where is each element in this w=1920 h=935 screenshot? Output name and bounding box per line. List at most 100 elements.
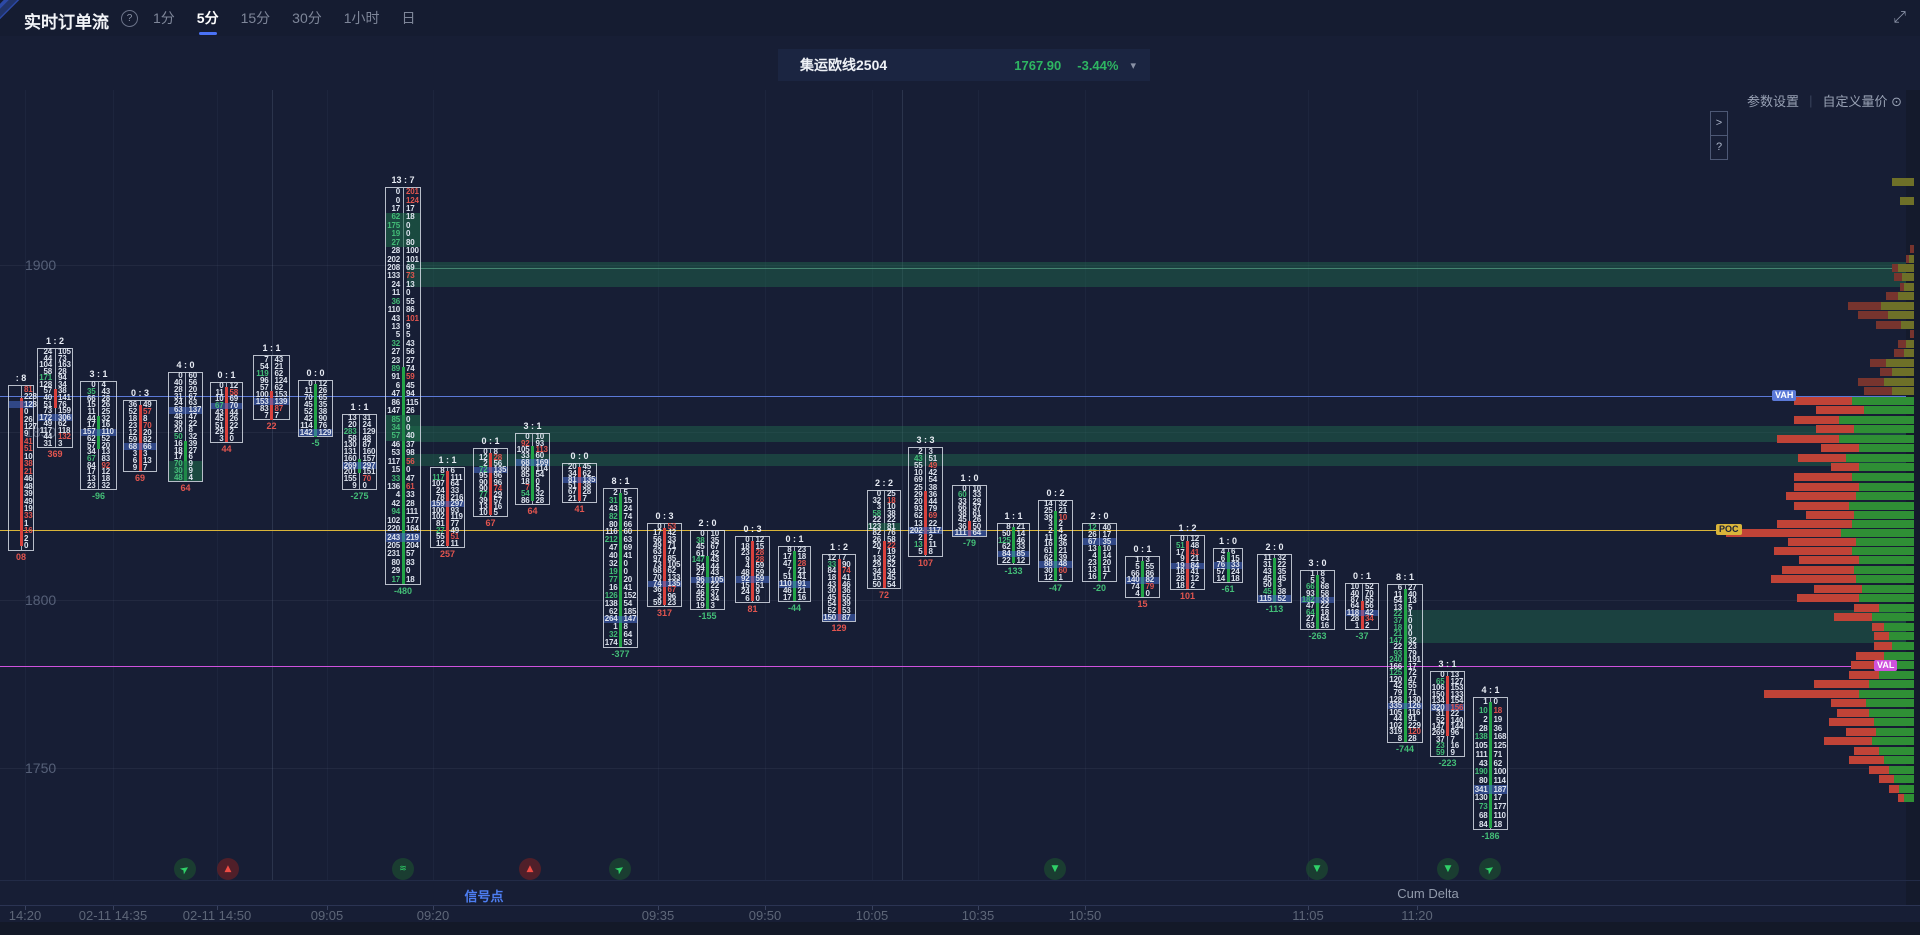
footprint-column[interactable]: 0 12 11 26 70 65 45 35 52 38 42 90 114 76 142 129: [298, 380, 333, 437]
footprint-column[interactable]: 0 10 38 35 45 67 61 42 147 43 54 44 27 43 96 105 52 22 46 3…: [690, 530, 725, 610]
tab-5分[interactable]: 5分: [186, 0, 230, 36]
footprint-row: 13 32: [868, 554, 900, 562]
footprint-column[interactable]: 12 7 33 90 84 74 18 41 43 46 30 36 45 55 54 39 52 53 150 87: [822, 554, 856, 622]
ask-cell: 57: [143, 406, 152, 416]
footprint-row: 52 53: [823, 607, 855, 615]
footprint-column[interactable]: 0 13 65 127 106 153 150 133 134 154 320 156 31 22 52 14…: [1430, 671, 1465, 757]
tab-日[interactable]: 日: [401, 10, 416, 26]
footprint-column[interactable]: 12 40 26 17 67 35 13 10 4 14 23 20 13 11 16 7: [1082, 523, 1117, 582]
ask-cell: 26: [318, 386, 328, 396]
footprint-row: 45 26: [211, 415, 242, 423]
ask-cell: 64: [623, 630, 633, 640]
footprint-row: 30 36: [823, 587, 855, 595]
footprint-column[interactable]: 8 23 17 18 47 28 7 21 51 41 110 91 46 21 17 16: [778, 546, 811, 602]
fullscreen-icon[interactable]: ⤢: [1893, 7, 1906, 26]
footprint-column[interactable]: 0 12 18 15 23 28 9 28 4 59 48 59 92 59 15 51 24 9 6 0: [735, 536, 770, 603]
footprint-row: 26: [9, 415, 33, 423]
signal-marker[interactable]: ➤: [174, 858, 196, 880]
tab-1分[interactable]: 1分: [153, 10, 175, 26]
candle-body: [1403, 589, 1407, 742]
footprint-row: 20 24: [343, 421, 376, 429]
column-delta-header: 1 : 0: [1218, 536, 1237, 546]
tab-1小时[interactable]: 1小时: [343, 10, 380, 26]
footprint-column[interactable]: 7 43 54 21 119 62 96 124 57 62 100 153 153 139 83 87 7 7: [253, 355, 290, 420]
footprint-row: 11 0: [386, 289, 420, 297]
footprint-column[interactable]: 11 32 31 22 43 35 45 45 50 3 45 38 115 52: [1257, 554, 1292, 603]
footprint-column[interactable]: 0 60 40 56 28 20 31 67 24 63 63 137 48 47 39 22 20 8 50 32 1…: [168, 372, 203, 482]
bid-cell: 157: [82, 427, 96, 437]
ask-cell: 0: [1408, 622, 1413, 632]
footprint-row: 24 13: [386, 280, 420, 289]
signal-marker[interactable]: ▼: [1306, 858, 1328, 880]
ask-cell: 29: [972, 496, 982, 506]
param-settings-button[interactable]: 参数设置: [1747, 94, 1800, 109]
footprint-column[interactable]: 8 6 117 111 107 64 24 33 78 216 159 297 100 93 102 119 8…: [430, 467, 465, 548]
ask-cell: 0: [24, 407, 29, 417]
ask-cell: 83: [406, 557, 415, 567]
ask-cell: 62: [1493, 758, 1503, 768]
ask-cell: 129: [362, 426, 376, 436]
footprint-column[interactable]: 1 0 10 18 2 19 28 36 138 168 105 125 111 71 43 62 190 100…: [1473, 697, 1508, 830]
volume-profile-sell-bar: [1848, 302, 1881, 310]
footprint-column[interactable]: 1 8 5 3 66 68 93 58 182 33 47 22 64 18 27 64 63 16: [1300, 570, 1335, 630]
footprint-column[interactable]: 0 10 60 33 33 29 66 37 38 61 45 26 36 50 111 64: [952, 485, 987, 537]
footprint-row: 59 23: [648, 598, 681, 606]
custom-volume-button[interactable]: 自定义量价 ⊙: [1822, 91, 1902, 110]
candle-body: [1098, 546, 1101, 581]
footprint-column[interactable]: 36 49 52 57 18 8 23 70 12 20 59 82 68 66 3 3 6 13 9 7: [123, 400, 157, 472]
ask-cell: 22: [1320, 601, 1330, 611]
signal-marker[interactable]: ➤: [1479, 858, 1501, 880]
ask-cell: 0: [1145, 588, 1150, 598]
bid-cell: 147: [1431, 721, 1445, 731]
signal-marker[interactable]: ≋: [392, 858, 414, 880]
footprint-column[interactable]: 81 228 128 0 26 127 9 41 51 10 38 21 46 48 39 49 19 33 1 16…: [8, 385, 37, 551]
tri-down-icon: ▼: [1051, 863, 1059, 874]
footprint-column[interactable]: 0 53 17 42 56 33 49 71 63 77 97 85 73 105 68 62 70 133 74 1…: [647, 523, 682, 607]
tab-15分[interactable]: 15分: [240, 10, 271, 26]
footprint-column[interactable]: 0 12 11 58 10 69 67 70 43 44 45 26 51 22 29 2 3 0: [210, 382, 243, 443]
tab-30分[interactable]: 30分: [292, 10, 322, 26]
footprint-rows: 11 32 31 22 43 35 45 45 50 3 45 38 115 52: [1258, 554, 1291, 602]
footprint-column[interactable]: 14 32 25 21 39 10 3 2 2 4 11 42 16 36 61 21 62 39 88 48 30 60…: [1038, 500, 1073, 582]
footprint-column[interactable]: 10 52 40 70 87 55 64 56 118 42 28 34 1 2: [1345, 583, 1379, 630]
footprint-column[interactable]: 1 3 5 55 66 86 140 82 74 79 4 0: [1125, 556, 1160, 598]
footprint-row: 9 21: [1171, 555, 1204, 563]
signal-marker[interactable]: ➤: [609, 858, 631, 880]
footprint-column[interactable]: 8 21 50 14 125 46 62 33 84 85 22 12: [997, 523, 1030, 565]
signal-points-label[interactable]: 信号点: [464, 889, 504, 904]
signal-marker[interactable]: ▼: [1044, 858, 1066, 880]
bid-cell: 6: [1397, 583, 1402, 593]
footprint-column[interactable]: 4 6 6 15 76 33 57 24 14 18: [1213, 548, 1243, 583]
footprint-row: 110 86: [386, 306, 420, 314]
footprint-column[interactable]: 2 5 31 15 43 24 82 74 80 66 116 60 212 63 47 69 40 41 32 0 1…: [603, 488, 638, 648]
bid-cell: 212: [604, 535, 618, 545]
footprint-row: 33 60: [516, 452, 549, 460]
footprint-column[interactable]: 13 31 20 24 283 129 58 48 130 87 131 160 160 157 269 29…: [342, 414, 377, 490]
footprint-column[interactable]: 2 3 43 51 55 49 10 42 69 54 25 38 29 36 20 44 93 79 62 69 13…: [908, 447, 943, 557]
footprint-row: 6 13: [124, 456, 156, 464]
instrument-selector[interactable]: 集运欧线2504 1767.90 -3.44% ▾: [778, 49, 1150, 81]
footprint-column[interactable]: 0 10 92 93 105 113 33 60 68 169 66 114 85 54 18 0 7 5 54 32…: [515, 433, 550, 505]
collapse-panel-button[interactable]: >: [1710, 111, 1728, 136]
candle-body: [924, 491, 927, 555]
footprint-column[interactable]: 0 201 0 124 17 17 62 18 175 0 19 0 27 80 28 100 202 101 20…: [385, 187, 421, 585]
bid-cell: 26: [872, 534, 882, 544]
volume-profile-buy-bar: [1909, 255, 1914, 263]
footprint-column[interactable]: 0 4 35 43 66 28 15 26 11 25 44 32 17 16 157 110 62 52 57 20…: [80, 381, 117, 490]
help-icon[interactable]: ?: [121, 10, 138, 27]
collapse-help-button[interactable]: ?: [1710, 135, 1728, 160]
footprint-column[interactable]: 0 12 51 48 17 41 9 21 19 84 18 41 28 12 18 2: [1170, 535, 1205, 590]
signal-marker[interactable]: ▲: [217, 858, 239, 880]
signal-marker[interactable]: ▼: [1437, 858, 1459, 880]
bid-cell: 57: [43, 386, 53, 396]
footprint-column[interactable]: 20 45 34 62 81 135 51 38 67 28 21 7: [562, 463, 597, 503]
footprint-column[interactable]: 6 27 11 40 54 13 13 5 22 1 37 0 18 0 21 0 147 32 22 23 93 79 2…: [1387, 584, 1423, 743]
footprint-row: 100 93: [431, 506, 464, 514]
signal-marker[interactable]: ▲: [519, 858, 541, 880]
footprint-column[interactable]: 0 8 12 28 2 56 72 135 95 96 90 96 90 74 77 29 39 57 13 16 10…: [473, 448, 508, 517]
footprint-column[interactable]: 0 25 32 18 3 10 58 38 22 22 123 81 82 76 26 58 20 22 7 19 13…: [867, 490, 901, 589]
footprint-column[interactable]: 24 105 44 73 104 163 58 28 171 94 128 34 57 38 40 141 51…: [37, 348, 73, 448]
footprint-row: 128 130: [1388, 695, 1422, 703]
bid-cell: 31: [1263, 560, 1272, 570]
footprint-row: 319 120: [1388, 728, 1422, 736]
